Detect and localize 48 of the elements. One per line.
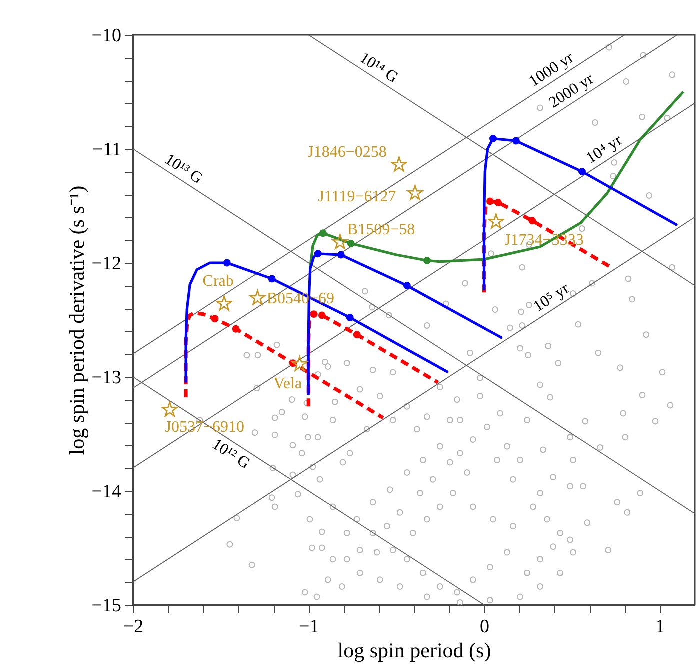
point [211,315,219,323]
point [486,198,494,206]
point [346,314,354,322]
point [490,135,497,142]
point [528,217,536,225]
text: 10¹² G [209,436,254,473]
annotation: J1846−0258 [308,144,387,161]
text: 10⁵ yr [530,280,574,316]
point [319,230,327,238]
x-tick-label: −2 [123,616,144,638]
point [162,402,178,417]
point [391,156,408,172]
point [223,259,231,267]
point [488,214,504,229]
point [318,312,326,320]
y-tick-label: −10 [92,26,122,46]
point [407,185,424,200]
text: 10⁴ yr [583,132,626,168]
point [314,250,322,258]
point [310,310,318,318]
y-tick-label: −11 [92,140,122,160]
point [292,356,308,372]
point [353,331,361,339]
point [403,282,411,290]
x-axis-title: log spin period (s) [338,638,492,662]
point [232,325,240,333]
point [512,137,520,145]
y-tick-label: −14 [92,482,122,502]
x-tick-label: 0 [480,616,490,638]
point [337,251,345,259]
point [268,275,276,283]
y-tick-label: −15 [92,596,122,616]
point [347,240,355,248]
y-tick-label: −12 [92,254,122,274]
x-tick-label: −1 [299,616,320,638]
point [423,257,431,264]
point [216,296,232,311]
point [494,198,502,206]
annotation: Crab [202,273,234,290]
y-axis-title: log spin period derivative (s s⁻¹) [64,186,89,456]
point [332,234,348,250]
point [250,290,266,306]
annotation: Vela [274,375,302,392]
x-tick-label: 1 [656,616,666,638]
point [578,168,586,176]
y-tick-label: −13 [92,368,122,388]
text: 10¹⁴ G [356,50,402,87]
text: 10¹³ G [162,151,206,188]
